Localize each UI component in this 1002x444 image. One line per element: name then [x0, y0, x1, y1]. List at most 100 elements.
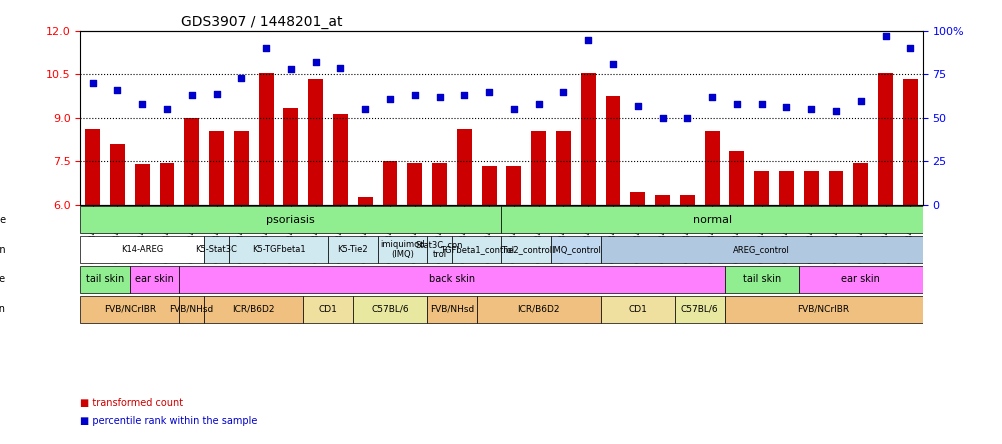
- FancyBboxPatch shape: [80, 206, 501, 233]
- Point: [703, 94, 719, 101]
- Point: [629, 102, 645, 109]
- Point: [431, 94, 447, 101]
- Text: ear skin: ear skin: [135, 274, 173, 284]
- Bar: [704, 131, 718, 205]
- FancyBboxPatch shape: [427, 236, 452, 263]
- Text: ear skin: ear skin: [841, 274, 880, 284]
- Bar: [779, 171, 794, 205]
- Bar: [853, 163, 868, 205]
- Text: FVB/NCrIBR: FVB/NCrIBR: [103, 305, 155, 314]
- Bar: [506, 166, 521, 205]
- Bar: [358, 198, 373, 205]
- Bar: [728, 151, 743, 205]
- Bar: [85, 130, 100, 205]
- Text: FVB/NCrIBR: FVB/NCrIBR: [797, 305, 849, 314]
- Bar: [754, 171, 769, 205]
- Text: ■ percentile rank within the sample: ■ percentile rank within the sample: [80, 416, 258, 426]
- Text: AREG_control: AREG_control: [732, 245, 790, 254]
- FancyBboxPatch shape: [353, 296, 427, 323]
- Bar: [629, 192, 644, 205]
- FancyBboxPatch shape: [674, 296, 723, 323]
- Text: CD1: CD1: [627, 305, 646, 314]
- FancyBboxPatch shape: [80, 266, 129, 293]
- Bar: [878, 73, 892, 205]
- Text: tissue: tissue: [0, 274, 6, 284]
- Point: [877, 33, 893, 40]
- Point: [233, 75, 249, 82]
- Point: [753, 100, 769, 107]
- Text: CD1: CD1: [319, 305, 337, 314]
- Text: imiquimod
(IMQ): imiquimod (IMQ): [380, 240, 424, 259]
- Point: [134, 100, 150, 107]
- Text: ICR/B6D2: ICR/B6D2: [232, 305, 275, 314]
- FancyBboxPatch shape: [377, 236, 427, 263]
- Point: [258, 45, 274, 52]
- Text: FVB/NHsd: FVB/NHsd: [430, 305, 474, 314]
- FancyBboxPatch shape: [179, 266, 723, 293]
- Point: [109, 87, 125, 94]
- Bar: [184, 118, 199, 205]
- Bar: [382, 161, 397, 205]
- Bar: [134, 164, 149, 205]
- Text: back skin: back skin: [429, 274, 475, 284]
- Bar: [481, 166, 496, 205]
- Text: tail skin: tail skin: [741, 274, 780, 284]
- Point: [208, 90, 224, 97]
- FancyBboxPatch shape: [179, 296, 204, 323]
- Bar: [208, 131, 223, 205]
- Bar: [159, 163, 174, 205]
- FancyBboxPatch shape: [798, 266, 922, 293]
- Point: [678, 115, 694, 122]
- Point: [332, 64, 348, 71]
- Bar: [902, 79, 917, 205]
- Point: [803, 106, 819, 113]
- Text: K5-Tie2: K5-Tie2: [337, 245, 368, 254]
- FancyBboxPatch shape: [80, 236, 204, 263]
- Point: [902, 45, 918, 52]
- FancyBboxPatch shape: [204, 296, 303, 323]
- FancyBboxPatch shape: [501, 206, 922, 233]
- Point: [407, 92, 423, 99]
- Point: [604, 60, 620, 67]
- Text: disease state: disease state: [0, 214, 6, 225]
- Text: Stat3C_con
trol: Stat3C_con trol: [416, 240, 463, 259]
- Text: GDS3907 / 1448201_at: GDS3907 / 1448201_at: [181, 15, 343, 29]
- Text: normal: normal: [691, 214, 731, 225]
- Bar: [110, 144, 124, 205]
- FancyBboxPatch shape: [723, 266, 798, 293]
- Text: ICR/B6D2: ICR/B6D2: [517, 305, 559, 314]
- Bar: [605, 96, 620, 205]
- FancyBboxPatch shape: [204, 236, 228, 263]
- Point: [530, 100, 546, 107]
- Bar: [679, 194, 694, 205]
- Point: [579, 36, 595, 44]
- Text: TGFbeta1_control: TGFbeta1_control: [439, 245, 513, 254]
- Point: [778, 104, 794, 111]
- Bar: [555, 131, 570, 205]
- Point: [158, 106, 174, 113]
- FancyBboxPatch shape: [476, 296, 600, 323]
- Bar: [828, 171, 843, 205]
- Text: ■ transformed count: ■ transformed count: [80, 398, 183, 408]
- Text: FVB/NHsd: FVB/NHsd: [169, 305, 213, 314]
- Text: C57BL/6: C57BL/6: [680, 305, 717, 314]
- Text: K14-AREG: K14-AREG: [121, 245, 163, 254]
- Text: Tie2_control: Tie2_control: [500, 245, 551, 254]
- Point: [728, 100, 744, 107]
- Point: [654, 115, 670, 122]
- Bar: [259, 73, 274, 205]
- Point: [828, 107, 844, 115]
- FancyBboxPatch shape: [129, 266, 179, 293]
- Point: [505, 106, 521, 113]
- Point: [481, 88, 497, 95]
- Text: tail skin: tail skin: [86, 274, 124, 284]
- FancyBboxPatch shape: [600, 296, 674, 323]
- Bar: [457, 130, 471, 205]
- Bar: [308, 79, 323, 205]
- FancyBboxPatch shape: [501, 236, 550, 263]
- Point: [456, 92, 472, 99]
- Text: K5-TGFbeta1: K5-TGFbeta1: [252, 245, 305, 254]
- Point: [283, 66, 299, 73]
- Text: K5-Stat3C: K5-Stat3C: [195, 245, 237, 254]
- Text: psoriasis: psoriasis: [267, 214, 315, 225]
